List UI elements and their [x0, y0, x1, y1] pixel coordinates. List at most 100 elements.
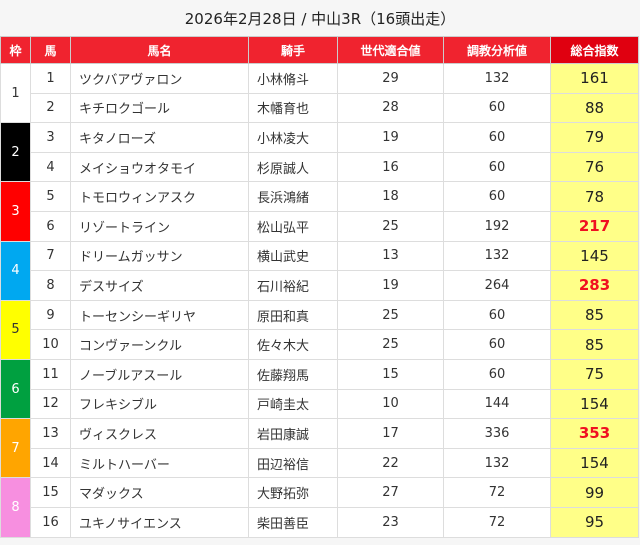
jockey-name: 柴田善臣	[248, 506, 338, 538]
waku-cell: 6	[0, 358, 31, 420]
total-index: 283	[550, 270, 639, 301]
jockey-name: 杉原誠人	[248, 151, 338, 183]
generation-score: 25	[337, 329, 444, 360]
jockey-name: 石川裕紀	[248, 270, 338, 301]
horse-number: 7	[30, 240, 71, 272]
training-score: 144	[443, 388, 551, 420]
waku-cell: 3	[0, 181, 31, 242]
generation-score: 10	[337, 388, 444, 420]
generation-score: 17	[337, 418, 444, 449]
generation-score: 25	[337, 210, 444, 242]
horse-name: コンヴァーンクル	[70, 329, 249, 360]
waku-cell: 7	[0, 418, 31, 479]
horse-number: 9	[30, 299, 71, 331]
horse-number: 16	[30, 506, 71, 538]
waku-cell: 2	[0, 122, 31, 183]
generation-score: 15	[337, 358, 444, 390]
horse-number: 4	[30, 151, 71, 183]
horse-name: トモロウィンアスク	[70, 181, 249, 212]
horse-number: 6	[30, 210, 71, 242]
horse-name: ツクバアヴァロン	[70, 63, 249, 94]
total-index: 217	[550, 210, 639, 242]
training-score: 72	[443, 477, 551, 508]
horse-name: ヴィスクレス	[70, 418, 249, 449]
horse-number: 13	[30, 418, 71, 449]
jockey-name: 小林凌大	[248, 122, 338, 153]
table-header-row: 枠 馬 馬名 騎手 世代適合値 調教分析値 総合指数	[0, 36, 639, 64]
training-score: 264	[443, 270, 551, 301]
table-row: 6 11 ノーブルアスール 佐藤翔馬 15 60 75	[0, 358, 639, 420]
generation-score: 29	[337, 63, 444, 94]
horse-name: ユキノサイエンス	[70, 506, 249, 538]
horse-number: 8	[30, 270, 71, 301]
total-index: 75	[550, 358, 639, 390]
table-row: 4 メイショウオタモイ 杉原誠人 16 60 76	[1, 151, 639, 183]
table-row: 10 コンヴァーンクル 佐々木大 25 60 85	[1, 329, 639, 360]
horse-name: キタノローズ	[70, 122, 249, 153]
training-score: 132	[443, 447, 551, 479]
header-training-score: 調教分析値	[443, 36, 551, 64]
header-jockey: 騎手	[248, 36, 338, 64]
horse-number: 11	[30, 358, 71, 390]
generation-score: 19	[337, 270, 444, 301]
waku-cell: 5	[0, 299, 31, 360]
table-row: 8 15 マダックス 大野拓弥 27 72 99	[0, 477, 639, 538]
horse-number: 5	[30, 181, 71, 212]
total-index: 79	[550, 122, 639, 153]
training-score: 60	[443, 299, 551, 331]
training-score: 132	[443, 240, 551, 272]
header-number: 馬	[30, 36, 71, 64]
header-generation-score: 世代適合値	[337, 36, 444, 64]
total-index: 353	[550, 418, 639, 449]
training-score: 72	[443, 506, 551, 538]
total-index: 145	[550, 240, 639, 272]
horse-number: 10	[30, 329, 71, 360]
horse-name: メイショウオタモイ	[70, 151, 249, 183]
generation-score: 27	[337, 477, 444, 508]
total-index: 95	[550, 506, 639, 538]
horse-number: 12	[30, 388, 71, 420]
table-row: 6 リゾートライン 松山弘平 25 192 217	[1, 210, 639, 242]
generation-score: 25	[337, 299, 444, 331]
table-row: 14 ミルトハーバー 田辺裕信 22 132 154	[1, 447, 639, 479]
total-index: 85	[550, 299, 639, 331]
generation-score: 18	[337, 181, 444, 212]
horse-number: 14	[30, 447, 71, 479]
training-score: 60	[443, 329, 551, 360]
horse-number: 2	[30, 92, 71, 124]
table-row: 16 ユキノサイエンス 柴田善臣 23 72 95	[1, 506, 639, 538]
total-index: 154	[550, 388, 639, 420]
generation-score: 19	[337, 122, 444, 153]
header-horse-name: 馬名	[70, 36, 249, 64]
total-index: 154	[550, 447, 639, 479]
training-score: 192	[443, 210, 551, 242]
table-row: 7 13 ヴィスクレス 岩田康誠 17 336 353	[0, 418, 639, 479]
total-index: 76	[550, 151, 639, 183]
horse-number: 3	[30, 122, 71, 153]
jockey-name: 木幡育也	[248, 92, 338, 124]
jockey-name: 岩田康誠	[248, 418, 338, 449]
training-score: 60	[443, 92, 551, 124]
generation-score: 23	[337, 506, 444, 538]
total-index: 99	[550, 477, 639, 508]
jockey-name: 原田和真	[248, 299, 338, 331]
horse-name: ノーブルアスール	[70, 358, 249, 390]
waku-cell: 1	[0, 62, 31, 124]
table-row: 8 デスサイズ 石川裕紀 19 264 283	[1, 270, 639, 301]
horse-name: リゾートライン	[70, 210, 249, 242]
horse-number: 15	[30, 477, 71, 508]
total-index: 88	[550, 92, 639, 124]
jockey-name: 長浜鴻緒	[248, 181, 338, 212]
training-score: 60	[443, 181, 551, 212]
total-index: 78	[550, 181, 639, 212]
training-score: 60	[443, 358, 551, 390]
generation-score: 22	[337, 447, 444, 479]
jockey-name: 大野拓弥	[248, 477, 338, 508]
total-index: 85	[550, 329, 639, 360]
